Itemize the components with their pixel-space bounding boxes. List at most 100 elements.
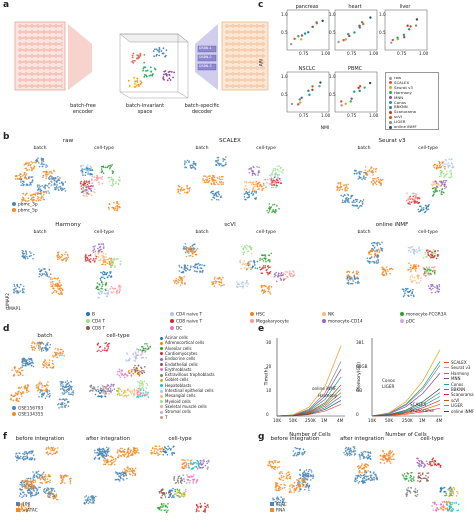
panel-e-time-ylabel: Time(h): [264, 367, 270, 386]
panel-b-celltype-umap: [243, 165, 285, 214]
panel-d-celltype-legend-item: Goblet cells: [160, 377, 188, 382]
panel-d-celltype-legend-item: Alveolar cells: [160, 346, 192, 351]
panel-g-after-umap: [343, 446, 395, 484]
panel-d-celltype-legend-item: Mesangial cells: [160, 393, 195, 398]
panel-c-legend-item: scVI: [389, 114, 402, 119]
panel-d-celltype-legend-item: Adrenocortical cells: [160, 340, 204, 345]
panel-b-celltype-title: cell-type: [256, 230, 276, 235]
panel-e-time-xtick: 4M: [337, 418, 344, 423]
panel-b-celltype-umap: [405, 158, 455, 214]
panel-d-celltype-legend-item: Stromal cells: [160, 409, 191, 414]
panel-c-xtick: 0.75: [397, 51, 407, 56]
panel-d-celltype-legend-item: Cardiomyocytes: [160, 351, 197, 356]
panel-c-ytick: 1.0: [379, 12, 386, 17]
panel-b-batch-umap: [173, 243, 225, 288]
panel-c-legend-item: raw: [389, 75, 401, 80]
panel-b-batch-legend-item: pbmc_3p: [12, 202, 38, 208]
decoder-box-2: DSBN-2: [199, 55, 212, 59]
panel-g-title-celltype: cell-type: [420, 436, 444, 442]
panel-b-celltype-title: cell-type: [256, 146, 276, 151]
panel-c-legend-item: MNN: [389, 95, 403, 100]
panel-c-xlabel: NMI: [320, 126, 330, 131]
panel-c-legend: raw SCALEX Seurat v3 Harmony MNN Conos BBKNN Sc…: [385, 72, 439, 130]
panel-d-celltype-legend-item: T: [160, 415, 167, 420]
annot-conos: Conos: [382, 378, 395, 383]
panel-e-legend-item: scVI: [444, 398, 459, 403]
panel-e-legend-item: SCALEX: [444, 360, 467, 365]
panel-b-method-title: Seurat v3: [378, 138, 406, 144]
panel-d-celltype-umap: [88, 341, 152, 399]
panel-c-ytick: 0.5: [281, 30, 288, 35]
panel-f-letter: f: [3, 432, 7, 442]
panel-b-celltype-legend-item: CD4 naive T: [170, 312, 202, 318]
annot-online-inmf: online iNMF: [312, 386, 337, 391]
panel-c-xtick: 1.00: [369, 51, 379, 56]
panel-b-method-title: Harmony: [55, 222, 81, 228]
panel-b-method-title: SCALEX: [219, 138, 241, 144]
panel-c-xtick: 0.75: [347, 51, 357, 56]
panel-e-mem-ytick: 381: [356, 340, 364, 345]
panel-d-celltype-legend-item: Extravillous trophoblasts: [160, 372, 215, 377]
panel-g-title-before: before integration: [270, 436, 320, 442]
panel-c-subplot-title: heart: [348, 4, 362, 10]
panel-e-mem-line: [371, 349, 441, 417]
panel-e-mem-ytick: GB: [356, 388, 363, 393]
panel-c-xtick: 0.75: [299, 51, 309, 56]
panel-e-mem-xtick: 1M: [419, 418, 426, 423]
panel-e-mem-xtick: 4M: [436, 418, 443, 423]
panel-c-subplot-title: pancreas: [295, 4, 319, 10]
panel-g-before-umap: [267, 446, 315, 507]
panel-b-batch-title: batch: [195, 146, 209, 151]
panel-e-letter: e: [258, 324, 265, 334]
panel-b-batch-title: batch: [33, 230, 47, 235]
panel-c-scatter: [384, 9, 428, 51]
panel-b-batch-title: batch: [357, 230, 371, 235]
panel-b-celltype-legend-item: HSC: [250, 312, 265, 318]
panel-e-mem-line: [371, 403, 441, 417]
panel-d-celltype-title: cell-type: [106, 333, 130, 339]
panel-e-mem-line: [371, 388, 441, 417]
decoder-box-3: DSBN-3: [199, 64, 212, 68]
panel-b-method-title: raw: [62, 138, 74, 144]
annot-scalex: SCALEX: [410, 402, 427, 407]
panel-b-celltype-legend-item: DC: [170, 326, 182, 332]
panel-b-celltype-legend-item: Megakaryocyte: [250, 319, 289, 325]
panel-f-legend-snatac: snATAC: [16, 508, 38, 514]
panel-b-celltype-umap: [235, 244, 295, 295]
panel-b-celltype-legend-item: pDC: [400, 319, 415, 325]
panel-d-celltype-legend-item: Hepatoblasts: [160, 383, 191, 388]
panel-f-legend-10x: 10X: [16, 502, 30, 508]
panel-e-time-ytick: 10: [266, 388, 272, 393]
panel-b-batch-umap: [12, 249, 70, 296]
panel-b-batch-title: batch: [195, 230, 209, 235]
panel-e-time-xtick: 250K: [305, 418, 316, 423]
panel-c-subplot-title: liver: [399, 4, 411, 10]
panel-g-celltype-umap: [401, 457, 460, 512]
panel-b-celltype-title: cell-type: [94, 230, 114, 235]
panel-b-method-title: online iNMF: [375, 222, 409, 228]
panel-d-batch-title: batch: [37, 333, 53, 339]
panel-c-subplot-title: PBMC: [347, 66, 363, 72]
panel-e-legend-item: Scanorama: [444, 392, 474, 397]
panel-e-time-ytick: 0: [266, 412, 269, 417]
panel-d-celltype-legend-item: Erythroblasts: [160, 367, 191, 372]
panel-e-time-xtick: 10K: [273, 418, 282, 423]
panel-b-celltype-legend-item: CD8 naive T: [170, 319, 202, 325]
panel-b-umap1: UMAP1: [6, 306, 21, 311]
panel-b-celltype-title: cell-type: [418, 230, 438, 235]
panel-c-ytick: 0.5: [379, 30, 386, 35]
panel-b-method-title: scVI: [224, 222, 236, 228]
panel-c-ytick: 0.5: [281, 92, 288, 97]
panel-e-legend-item: Seurat v3: [444, 365, 470, 370]
panel-e-legend-item: BBKNN: [444, 387, 465, 392]
panel-b-letter: b: [3, 132, 10, 142]
panel-d-celltype-legend-item: Endothelial cells: [160, 362, 198, 367]
panel-b-batch-umap: [346, 241, 394, 285]
panel-c-ytick: 1.0: [329, 12, 336, 17]
panel-a-schematic: [14, 21, 269, 99]
panel-c-legend-item: LIGER: [389, 119, 406, 124]
encoder-label: batch-free encoder: [70, 103, 96, 115]
panel-e-legend-item: MNN: [444, 376, 460, 381]
panel-e-mem-ytick: 0: [356, 412, 359, 417]
panel-e-time-ytick: 20: [266, 364, 272, 369]
